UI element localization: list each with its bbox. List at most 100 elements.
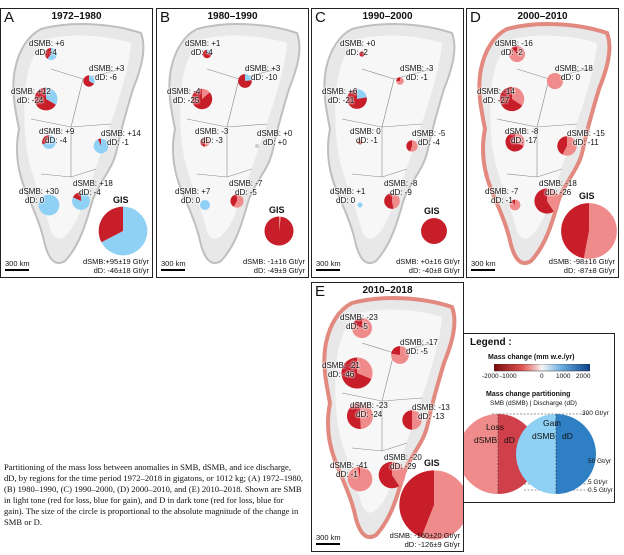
region-circle-5: [255, 144, 259, 148]
region-label-7: dSMB: -8 dD: -9: [384, 179, 417, 197]
panel-a: A 1972–1980 dSMB: +6 dD: -4 dSMB: +3 dD: -6 dS…: [0, 8, 153, 278]
panel-e: E 2010–2018 dSMB: -23 dD: -5 dSMB: -17 dD: -5…: [311, 282, 464, 552]
scale-bar: 300 km: [316, 259, 341, 271]
legend-colorbar: [494, 364, 590, 372]
region-dd-value: dD: -4: [418, 138, 440, 147]
gis-totals: dSMB: -98±16 Gt/yr dD: -87±8 Gt/yr: [549, 257, 615, 275]
legend-scale-300: 300 Gt/yr: [582, 410, 609, 417]
region-label-4: dSMB: 0 dD: -1: [350, 127, 381, 145]
region-dsmb-value: dSMB: +6: [29, 39, 65, 48]
legend-mass-change-title: Mass change (mm w.e./yr): [488, 354, 575, 361]
region-circle-2: [546, 72, 564, 90]
region-circle-2: [396, 77, 404, 85]
region-dd-value: dD: -1: [491, 196, 513, 205]
region-dsmb-value: dSMB: -5: [412, 129, 446, 138]
legend-tick-1000: 1000: [556, 373, 571, 380]
region-circle-3: [499, 86, 525, 112]
gis-totals: dSMB:+95±19 Gt/yr dD: -46±18 Gt/yr: [82, 257, 149, 275]
panel-c: C 1990–2000 dSMB: +0 dD: -2 dSMB: -3 dD: -1 dS…: [311, 8, 464, 278]
region-dsmb-value: dSMB: +18: [73, 179, 113, 188]
panel-letter: C: [315, 9, 326, 26]
panel-letter: E: [315, 283, 326, 300]
region-dsmb-value: dSMB: +1: [330, 187, 366, 196]
region-circle-5: [557, 136, 577, 156]
region-label-7: dSMB: -7 dD: -5: [229, 179, 262, 197]
region-circle-5: [93, 138, 109, 154]
region-dsmb-value: dSMB: -15: [567, 129, 605, 138]
legend-partition-title: Mass change partitioning: [486, 391, 571, 398]
region-label-3: dSMB: +6 dD: -21: [322, 87, 357, 105]
region-circle-2: [391, 346, 409, 364]
panel-period-title: 2010–2018: [362, 285, 413, 296]
region-label-7: dSMB: -18 dD: -26: [539, 179, 577, 197]
region-dd-value: dD: -46: [328, 370, 355, 379]
region-label-6: dSMB: +7 dD: 0: [175, 187, 210, 205]
scale-bar-line: [161, 269, 185, 271]
region-circle-6: [38, 194, 60, 216]
region-dsmb-value: dSMB: -4: [167, 87, 201, 96]
region-circle-3: [34, 87, 58, 111]
region-dsmb-value: dSMB: +1: [185, 39, 221, 48]
region-dsmb-value: dSMB: -14: [477, 87, 515, 96]
gis-totals: dSMB: -160±20 Gt/yr dD: -126±9 Gt/yr: [390, 531, 460, 549]
region-dsmb-value: dSMB: +0: [340, 39, 376, 48]
region-label-5: dSMB: -5 dD: -4: [412, 129, 445, 147]
gis-total-dd: dD: -49±9 Gt/yr: [253, 265, 305, 275]
legend-scale-5: 5 Gt/yr: [588, 479, 608, 486]
region-circle-1: [202, 49, 212, 59]
scale-bar-line: [5, 269, 29, 271]
region-dsmb-value: dSMB: -23: [340, 313, 378, 322]
region-label-1: dSMB: -16 dD: -2: [495, 39, 533, 57]
region-circle-1: [351, 317, 373, 339]
region-circle-3: [191, 88, 213, 110]
region-label-1: dSMB: -23 dD: -5: [340, 313, 378, 331]
greenland-map: [323, 23, 456, 264]
region-label-3: dSMB: -21 dD: -46: [322, 361, 360, 379]
scale-bar-label: 300 km: [316, 259, 341, 268]
region-label-2: dSMB: +3 dD: -6: [89, 64, 124, 82]
scale-bar-label: 300 km: [471, 259, 496, 268]
gis-label: GIS: [424, 458, 440, 469]
region-label-1: dSMB: +6 dD: -4: [29, 39, 64, 57]
region-dd-value: dD: -2: [346, 48, 368, 57]
region-dd-value: dD: -21: [328, 96, 355, 105]
region-label-5: dSMB: +0 dD: +0: [257, 129, 292, 147]
scale-bar: 300 km: [5, 259, 30, 271]
region-dd-value: dD: 0: [181, 196, 201, 205]
gis-total-dd: dD: -40±8 Gt/yr: [408, 265, 460, 275]
region-dd-value: dD: -13: [418, 412, 445, 421]
gis-total-dsmb: dSMB:+95±19 Gt/yr: [82, 257, 149, 266]
figure-caption: Partitioning of the mass loss between an…: [4, 462, 304, 527]
greenland-map: [322, 296, 463, 540]
region-dsmb-value: dSMB: +6: [322, 87, 358, 96]
region-label-2: dSMB: -3 dD: -1: [400, 64, 433, 82]
region-dsmb-value: dSMB: -41: [330, 461, 368, 470]
region-circle-5: [402, 410, 422, 430]
region-label-2: dSMB: -18 dD: 0: [555, 64, 593, 82]
region-label-7: dSMB: +18 dD: -4: [73, 179, 113, 197]
region-circle-1: [359, 51, 365, 57]
region-circle-6: [347, 466, 373, 492]
gis-label: GIS: [113, 194, 129, 205]
legend-scale-0-5: 0.5 Gt/yr: [588, 487, 613, 494]
region-label-1: dSMB: +0 dD: -2: [340, 39, 375, 57]
gis-total-circle: [421, 218, 447, 244]
legend-partition-subtitle: SMB (dSMB) | Discharge (dD): [490, 400, 577, 407]
legend-loss-dsmb: dSMB: [474, 435, 498, 445]
ice-sheet-interior: [180, 35, 287, 239]
panel-period-title: 1972–1980: [51, 11, 102, 22]
legend-scale-50: 50 Gt/yr: [588, 458, 612, 465]
region-circle-3: [347, 89, 367, 109]
region-dd-value: dD: 0: [336, 196, 356, 205]
region-dsmb-value: dSMB: +9: [39, 127, 75, 136]
scale-bar-line: [471, 269, 495, 271]
region-circle-1: [508, 45, 526, 63]
region-dd-value: dD: -1: [107, 138, 129, 147]
region-circle-1: [44, 47, 58, 61]
region-label-3: dSMB: -14 dD: -27: [477, 87, 515, 105]
region-dd-value: dD: -1: [406, 73, 428, 82]
legend-tick-m2000: -2000: [482, 373, 499, 380]
region-label-5: dSMB: -15 dD: -11: [567, 129, 605, 147]
legend-tick-m1000: -1000: [500, 373, 517, 380]
